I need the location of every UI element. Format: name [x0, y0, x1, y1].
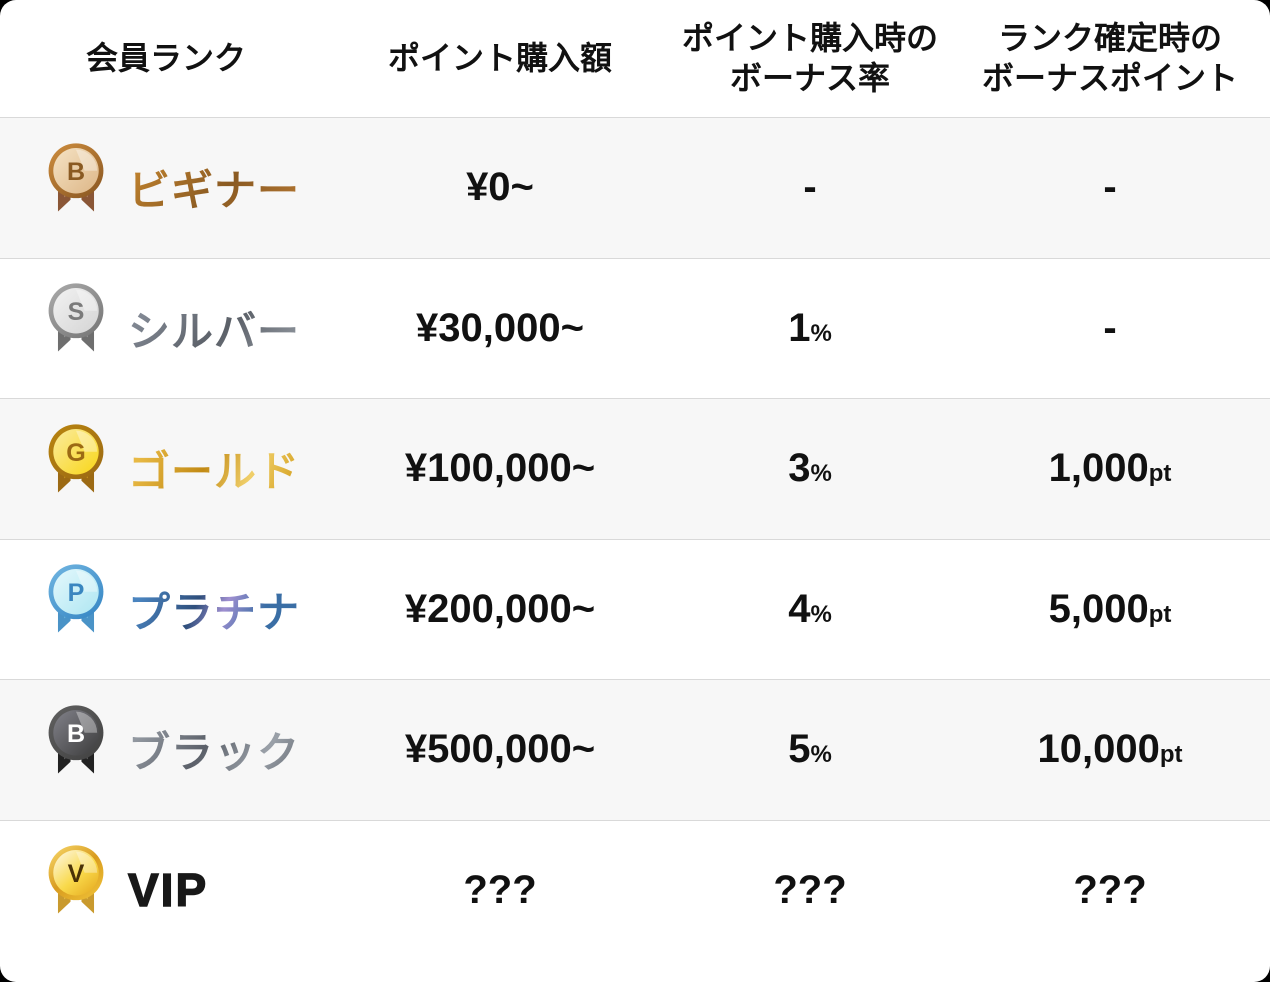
svg-text:V: V: [68, 860, 85, 888]
svg-text:B: B: [67, 720, 85, 748]
svg-text:G: G: [66, 439, 85, 467]
svg-text:B: B: [67, 158, 85, 186]
svg-text:S: S: [68, 298, 85, 326]
svg-text:P: P: [68, 579, 85, 607]
